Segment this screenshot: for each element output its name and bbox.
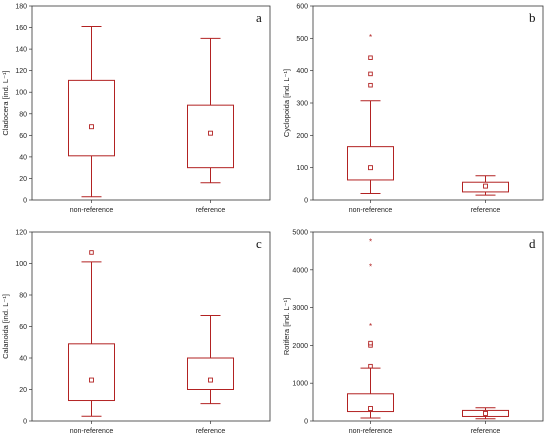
box-iqr <box>68 79 115 157</box>
y-tick-label: 600 <box>296 4 308 11</box>
y-tick-label: 60 <box>19 324 27 331</box>
panel-b: 0 100 200 300 400 500 600 non-reference referenc… <box>282 4 544 214</box>
box-non-reference: * <box>347 33 394 195</box>
y-tick-label: 80 <box>19 293 27 300</box>
median-marker <box>89 377 94 383</box>
y-axis-label: Cyclopoida [ind. L⁻¹] <box>282 69 291 137</box>
y-tick-label: 180 <box>15 4 27 11</box>
box-non-reference <box>68 250 115 417</box>
extreme-point: * <box>369 322 372 331</box>
y-tick-label: 200 <box>296 133 308 140</box>
x-tick-label: non-reference <box>349 207 393 214</box>
panel-letter: d <box>529 236 536 251</box>
outlier-point <box>368 82 373 88</box>
y-tick-label: 3000 <box>292 305 308 312</box>
panel-letter: a <box>256 10 262 25</box>
y-tick-label: 100 <box>15 90 27 97</box>
x-tick-label: non-reference <box>70 207 114 214</box>
box-iqr <box>347 146 394 181</box>
box-iqr <box>68 343 115 402</box>
y-tick-label: 5000 <box>292 230 308 237</box>
median-marker <box>368 165 373 171</box>
panel-a: 0 20 40 60 80 100 120 140 160 180 non-reference ref… <box>1 4 271 214</box>
x-tick-label: non-reference <box>70 428 114 435</box>
extreme-point: * <box>369 262 372 271</box>
plot-frame <box>31 231 271 422</box>
x-tick-label: reference <box>196 428 226 435</box>
y-tick-label: 500 <box>296 36 308 43</box>
x-tick-label: reference <box>471 428 501 435</box>
y-tick-label: 120 <box>15 230 27 237</box>
y-tick-label: 4000 <box>292 267 308 274</box>
panel-letter: b <box>529 10 536 25</box>
y-tick-label: 20 <box>19 176 27 183</box>
y-tick-label: 100 <box>296 165 308 172</box>
outlier-point <box>368 363 373 369</box>
y-tick-label: 0 <box>304 419 308 426</box>
y-axis-label: Rotifera [ind. L⁻¹] <box>282 298 291 355</box>
extreme-point: * <box>369 237 372 246</box>
median-marker <box>483 410 488 416</box>
y-tick-label: 1000 <box>292 381 308 388</box>
box-iqr <box>187 104 234 169</box>
box-iqr <box>462 409 509 417</box>
y-tick-label: 2000 <box>292 343 308 350</box>
y-axis-label: Cladocera [ind. L⁻¹] <box>1 70 10 135</box>
outlier-point <box>368 340 373 346</box>
median-marker <box>208 130 213 136</box>
y-tick-label: 100 <box>15 261 27 268</box>
box-reference <box>462 175 509 196</box>
median-marker <box>89 124 94 130</box>
y-tick-label: 20 <box>19 387 27 394</box>
y-tick-label: 40 <box>19 154 27 161</box>
box-reference <box>462 407 509 420</box>
x-tick-label: non-reference <box>349 428 393 435</box>
median-marker <box>483 183 488 189</box>
y-tick-label: 400 <box>296 68 308 75</box>
plot-frame <box>312 231 544 422</box>
y-tick-label: 300 <box>296 101 308 108</box>
y-tick-label: 60 <box>19 133 27 140</box>
y-tick-label: 0 <box>304 198 308 205</box>
median-marker <box>368 406 373 411</box>
y-axis-label: Calanoida [ind. L⁻¹] <box>1 294 10 359</box>
y-tick-label: 140 <box>15 47 27 54</box>
x-tick-label: reference <box>471 207 501 214</box>
x-tick-label: reference <box>196 207 226 214</box>
median-marker <box>208 377 213 383</box>
y-tick-label: 80 <box>19 111 27 118</box>
box-reference <box>187 314 234 405</box>
panel-letter: c <box>256 236 262 251</box>
extreme-point: * <box>369 33 372 42</box>
box-non-reference: * * * <box>347 237 394 419</box>
y-tick-label: 120 <box>15 68 27 75</box>
y-tick-label: 160 <box>15 25 27 32</box>
y-tick-label: 0 <box>23 419 27 426</box>
plot-frame <box>31 5 271 201</box>
outlier-point <box>368 71 373 77</box>
box-iqr <box>462 181 509 193</box>
box-non-reference <box>68 25 115 198</box>
y-tick-label: 40 <box>19 356 27 363</box>
box-iqr <box>187 357 234 390</box>
panel-c: 0 20 40 60 80 100 120 non-reference reference Cal… <box>1 230 271 435</box>
outlier-point <box>89 250 94 255</box>
y-tick-label: 0 <box>23 198 27 205</box>
panel-d: 0 1000 2000 3000 4000 5000 non-reference refere… <box>282 230 544 435</box>
box-iqr <box>347 393 394 413</box>
outlier-point <box>368 55 373 60</box>
box-reference <box>187 37 234 184</box>
